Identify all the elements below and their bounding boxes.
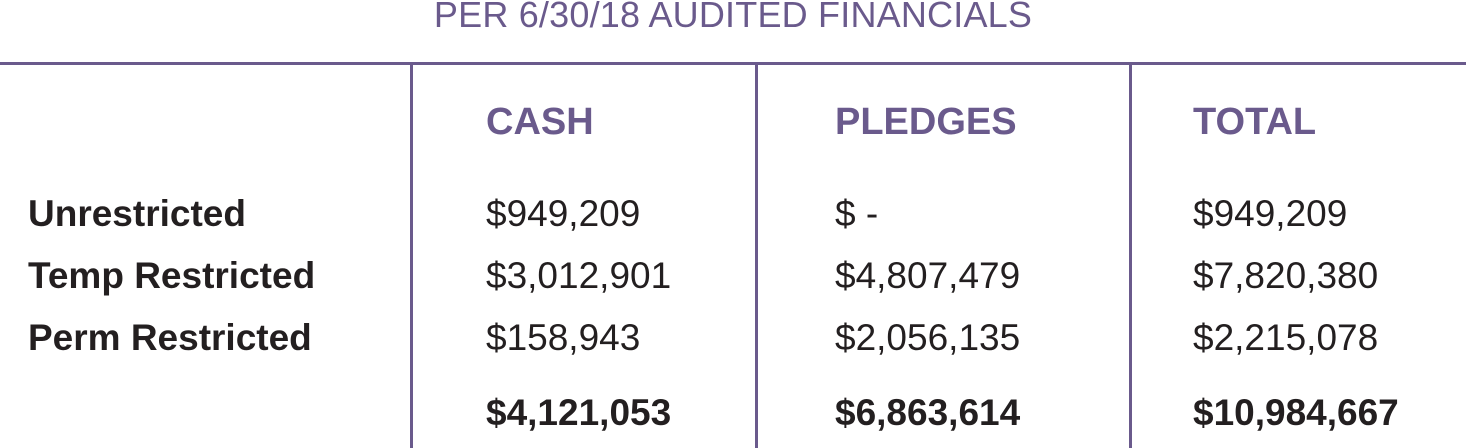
column-header-total: TOTAL (1193, 101, 1317, 143)
column-divider (410, 63, 413, 448)
cell-temp-restricted-cash: $3,012,901 (486, 255, 672, 296)
row-label-perm-restricted: Perm Restricted (28, 317, 312, 358)
total-cash: $4,121,053 (486, 392, 672, 433)
cell-temp-restricted-pledges: $4,807,479 (835, 255, 1021, 296)
grand-total: $10,984,667 (1193, 392, 1399, 433)
cell-perm-restricted-total: $2,215,078 (1193, 317, 1379, 358)
column-divider (755, 63, 758, 448)
column-header-pledges: PLEDGES (835, 101, 1017, 143)
cell-unrestricted-pledges: $ - (835, 193, 879, 234)
cell-temp-restricted-total: $7,820,380 (1193, 255, 1379, 296)
total-pledges: $6,863,614 (835, 392, 1021, 433)
cell-perm-restricted-cash: $158,943 (486, 317, 641, 358)
cell-perm-restricted-pledges: $2,056,135 (835, 317, 1021, 358)
cell-unrestricted-total: $949,209 (1193, 193, 1348, 234)
column-divider (1129, 63, 1132, 448)
table-title: PER 6/30/18 AUDITED FINANCIALS (433, 0, 1033, 35)
row-label-unrestricted: Unrestricted (28, 193, 246, 234)
row-label-temp-restricted: Temp Restricted (28, 255, 316, 296)
column-header-cash: CASH (486, 101, 594, 143)
cell-unrestricted-cash: $949,209 (486, 193, 641, 234)
header-divider (0, 62, 1466, 65)
